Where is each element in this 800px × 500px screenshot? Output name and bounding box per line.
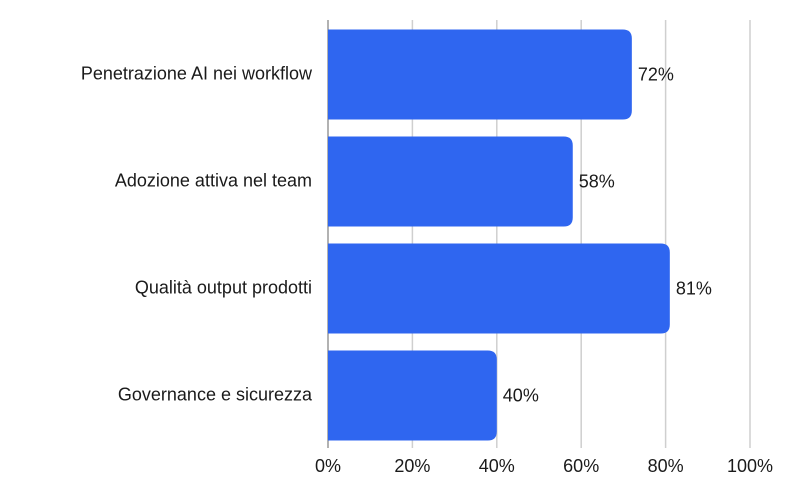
x-tick-label: 100% (727, 456, 773, 476)
y-tick-label: Governance e sicurezza (118, 384, 313, 404)
x-tick-label: 40% (479, 456, 515, 476)
bar (328, 136, 573, 227)
x-tick-label: 20% (394, 456, 430, 476)
y-tick-label: Penetrazione AI nei workflow (81, 63, 313, 83)
bar (328, 350, 497, 441)
data-label: 58% (579, 171, 615, 191)
data-label: 81% (676, 278, 712, 298)
x-tick-label: 0% (315, 456, 341, 476)
data-label: 40% (503, 385, 539, 405)
data-label: 72% (638, 64, 674, 84)
y-tick-label: Adozione attiva nel team (115, 170, 312, 190)
x-tick-label: 80% (648, 456, 684, 476)
x-tick-label: 60% (563, 456, 599, 476)
bar (328, 243, 670, 334)
bar (328, 29, 632, 120)
y-tick-label: Qualità output prodotti (135, 277, 312, 297)
